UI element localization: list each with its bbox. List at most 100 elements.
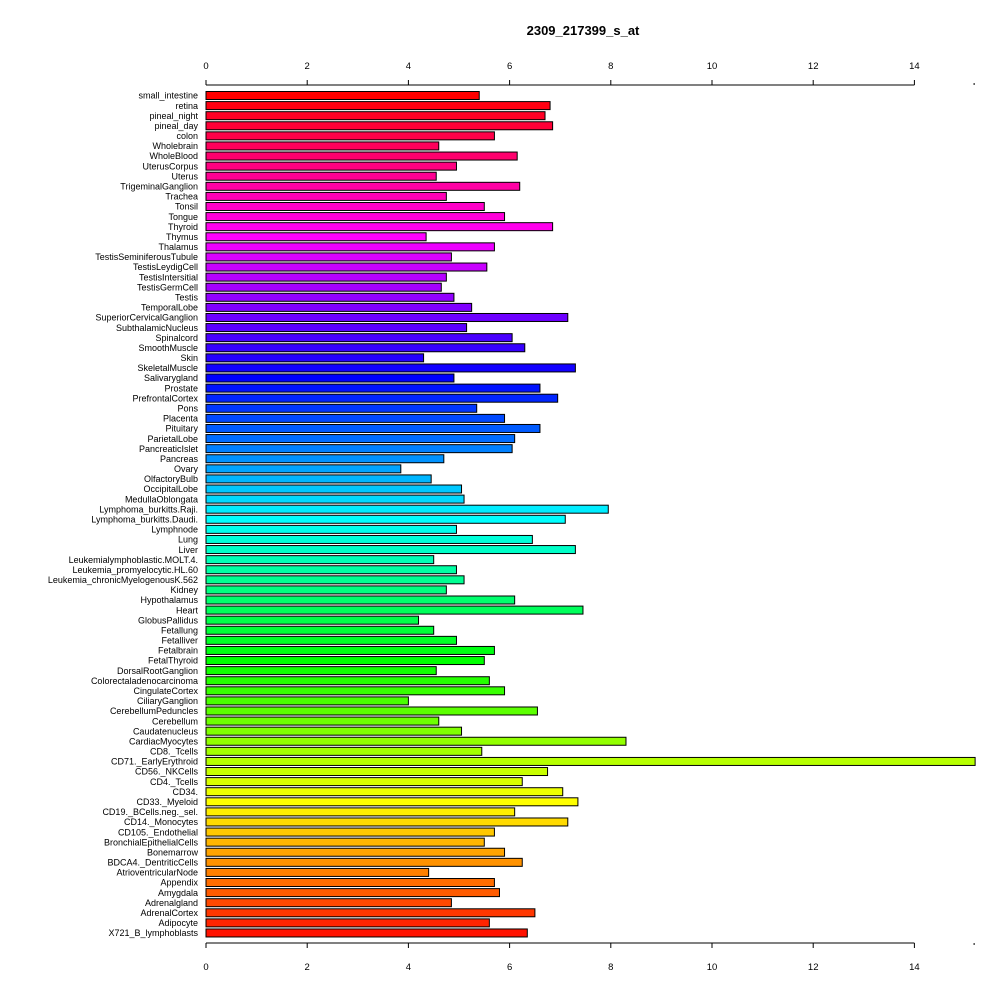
category-label: CD56._NKCells xyxy=(135,767,199,777)
bar xyxy=(205,101,551,111)
category-label: Thymus xyxy=(166,232,199,242)
category-label: Colorectaladenocarcinoma xyxy=(91,676,198,686)
x-tick-label: 6 xyxy=(507,61,512,72)
bar xyxy=(205,363,576,373)
category-label: TrigeminalGanglion xyxy=(120,182,198,192)
bar xyxy=(205,333,513,343)
x-tick-label: 4 xyxy=(406,962,411,973)
category-label: Placenta xyxy=(163,414,198,424)
bar xyxy=(205,736,627,746)
bar xyxy=(205,444,513,454)
bar xyxy=(205,666,437,676)
bar xyxy=(205,867,430,877)
category-label: PrefrontalCortex xyxy=(132,393,198,403)
category-label: Fetallung xyxy=(161,625,198,635)
category-label: CD33._Myeloid xyxy=(136,797,198,807)
bar xyxy=(205,746,483,756)
bar xyxy=(205,706,538,716)
x-tick-label: 14 xyxy=(909,962,920,973)
category-label: Hypothalamus xyxy=(140,595,198,605)
category-label: Salivarygland xyxy=(144,373,198,383)
bar xyxy=(205,605,584,615)
bar xyxy=(205,686,506,696)
bar xyxy=(205,141,440,151)
bar xyxy=(205,353,425,363)
x-tick-label: 10 xyxy=(707,61,718,72)
category-label: Thalamus xyxy=(158,242,198,252)
bar xyxy=(205,262,488,272)
bar xyxy=(205,312,569,322)
category-label: UterusCorpus xyxy=(142,161,198,171)
bar xyxy=(205,242,495,252)
category-label: DorsalRootGanglion xyxy=(117,666,198,676)
category-label: Wholebrain xyxy=(152,141,198,151)
bar xyxy=(205,827,495,837)
category-label: Adrenalgland xyxy=(145,898,198,908)
bar xyxy=(205,888,500,898)
bar xyxy=(205,413,506,423)
category-label: Prostate xyxy=(164,383,198,393)
bar xyxy=(205,131,495,141)
bar xyxy=(205,908,536,918)
bar xyxy=(205,151,518,161)
category-label: SkeletalMuscle xyxy=(137,363,198,373)
category-label: SubthalamicNucleus xyxy=(116,323,199,333)
category-label: CingulateCortex xyxy=(133,686,198,696)
x-tick-label: 2 xyxy=(305,962,310,973)
bar xyxy=(205,777,523,787)
category-label: Amygdala xyxy=(158,888,198,898)
bar xyxy=(205,595,516,605)
x-tick-label: 0 xyxy=(203,962,208,973)
category-label: SuperiorCervicalGanglion xyxy=(95,313,198,323)
bar xyxy=(205,514,566,524)
bar xyxy=(205,615,420,625)
category-label: FetalThyroid xyxy=(148,656,198,666)
category-label: Pons xyxy=(177,403,198,413)
category-label: Uterus xyxy=(171,171,198,181)
bar xyxy=(205,645,495,655)
x-tick-label: 6 xyxy=(507,962,512,973)
category-label: Tonsil xyxy=(175,202,198,212)
bar xyxy=(205,181,521,191)
bar xyxy=(205,696,409,706)
category-label: Fetalbrain xyxy=(158,646,198,656)
category-label: pineal_day xyxy=(154,121,198,131)
category-label: WholeBlood xyxy=(149,151,198,161)
category-label: TestisIntersitial xyxy=(139,272,198,282)
category-label: Lymphoma_burkitts.Daudi. xyxy=(91,514,198,524)
bar xyxy=(205,918,490,928)
category-label: TestisGermCell xyxy=(137,282,198,292)
bar xyxy=(205,403,478,413)
bar xyxy=(205,797,579,807)
chart-title: 2309_217399_s_at xyxy=(527,23,640,38)
category-label: Kidney xyxy=(170,585,198,595)
x-tick-label: 10 xyxy=(707,962,718,973)
bar xyxy=(205,494,465,504)
category-label: TestisSeminiferousTubule xyxy=(95,252,198,262)
bar xyxy=(205,423,541,433)
x-tick-label: 12 xyxy=(808,962,819,973)
top-axis: 0 2 4 6 8 10 12 14 xyxy=(203,61,975,86)
bar xyxy=(205,282,442,292)
category-label: Testis xyxy=(175,293,199,303)
category-labels: small_intestineretinapineal_nightpineal_… xyxy=(48,91,199,938)
category-label: CD71._EarlyErythroid xyxy=(111,757,198,767)
bar xyxy=(205,434,516,444)
category-label: CardiacMyocytes xyxy=(129,736,199,746)
category-label: pineal_night xyxy=(149,111,198,121)
bar xyxy=(205,625,435,635)
bar xyxy=(205,323,468,333)
category-label: Cerebellum xyxy=(152,716,198,726)
bar xyxy=(205,383,541,393)
category-label: TemporalLobe xyxy=(141,303,198,313)
bar xyxy=(205,807,516,817)
bar xyxy=(205,464,402,474)
category-label: Pituitary xyxy=(165,424,198,434)
bar xyxy=(205,111,546,121)
category-label: Leukemia_promyelocytic.HL.60 xyxy=(72,565,198,575)
category-label: Ovary xyxy=(174,464,199,474)
category-label: Leukemialymphoblastic.MOLT.4. xyxy=(69,555,198,565)
category-label: CD8._Tcells xyxy=(150,747,199,757)
bar xyxy=(205,878,495,888)
